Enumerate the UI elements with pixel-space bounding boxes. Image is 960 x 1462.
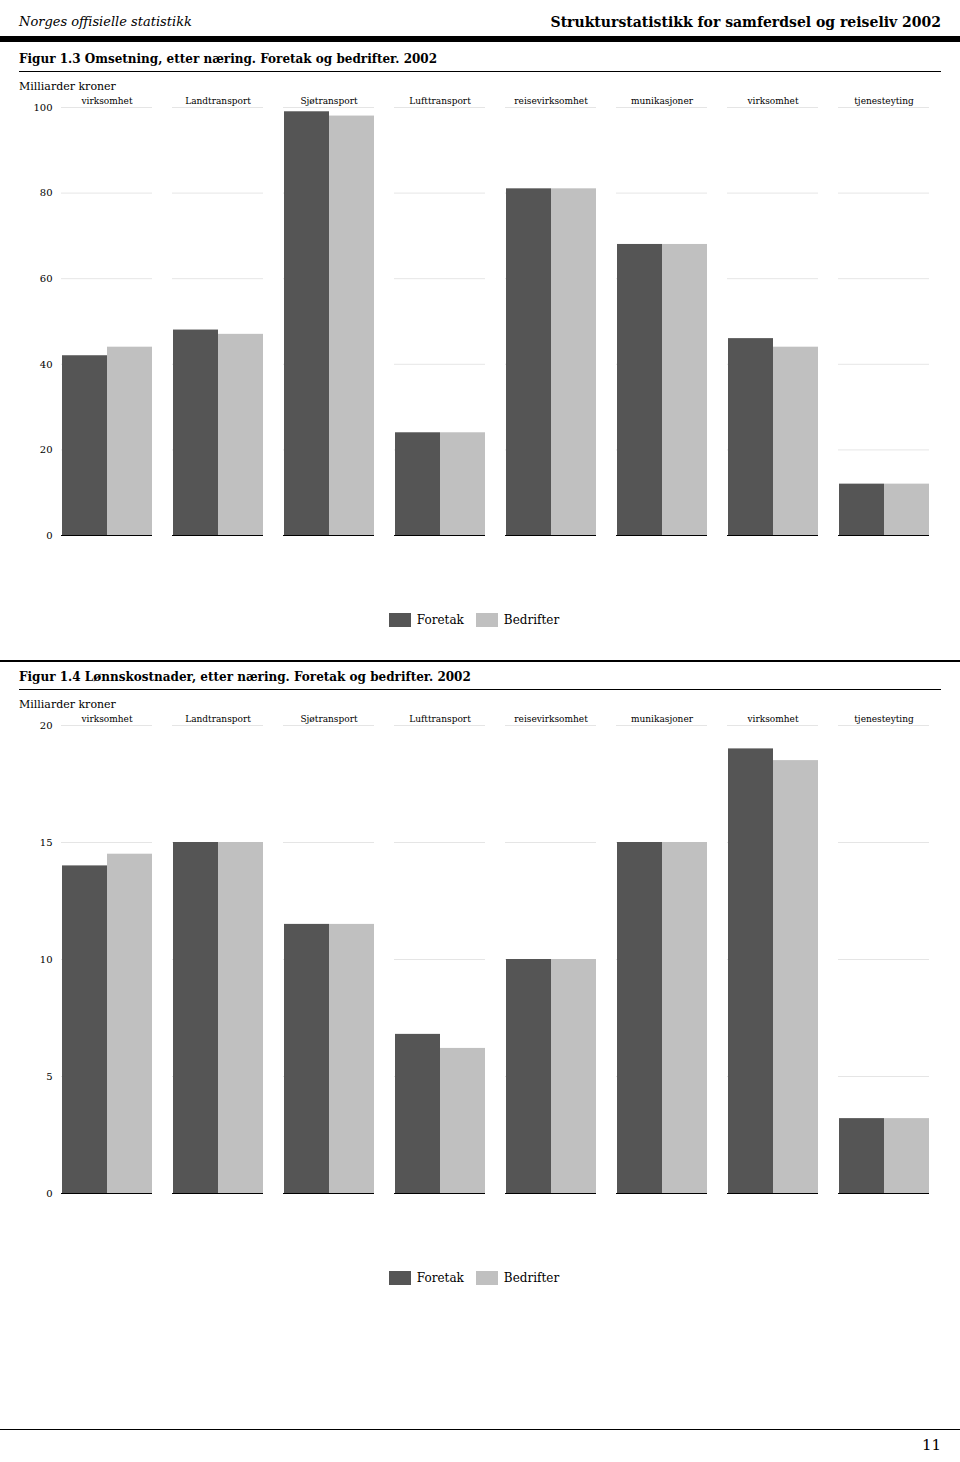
html-text:Foretak: Foretak [416, 1270, 464, 1285]
svg-text:20: 20 [40, 444, 53, 455]
svg-text:5: 5 [46, 1071, 52, 1082]
html-text:Strukturstatistikk for samferd: Strukturstatistikk for samferdsel og rei… [550, 14, 941, 30]
svg-text:Landtransport: Landtransport [185, 97, 251, 106]
html-text:11: 11 [921, 1436, 941, 1454]
html-text:Foretak: Foretak [416, 612, 464, 627]
svg-text:Databe-handlings-virksomhet: Databe-handlings-virksomhet [746, 715, 798, 724]
svg-text:0: 0 [46, 530, 52, 541]
svg-text:Lufttransport: Lufttransport [409, 97, 471, 106]
html-text:Figur 1.3 Omsetning, etter nær: Figur 1.3 Omsetning, etter næring. Foret… [19, 52, 437, 66]
svg-text:Hotell- ogrestaurant-virksomhe: Hotell- ogrestaurant-virksomhet [80, 715, 132, 724]
svg-text:Lufttransport: Lufttransport [409, 715, 471, 724]
svg-text:80: 80 [40, 187, 53, 198]
html-text:Bedrifter: Bedrifter [503, 612, 560, 627]
svg-text:100: 100 [33, 102, 52, 113]
html-text:Figur 1.4 Lønnskostnader, ette: Figur 1.4 Lønnskostnader, etter næring. … [19, 670, 471, 684]
svg-text:Tjenestertilknyttettransport o: Tjenestertilknyttettransport ogreisevirk… [514, 715, 588, 724]
svg-text:Post og telekom-munikasjoner: Post og telekom-munikasjoner [624, 715, 700, 724]
svg-text:Kulturelltjenesteyting: Kulturelltjenesteyting [854, 715, 914, 724]
svg-text:Sjøtransport: Sjøtransport [300, 715, 358, 724]
svg-text:Post ogtelekom-munikasjoner: Post ogtelekom-munikasjoner [631, 97, 694, 106]
html-text:Norges offisielle statistikk: Norges offisielle statistikk [19, 14, 192, 29]
html-text:Milliarder kroner: Milliarder kroner [19, 698, 116, 711]
svg-text:Tjenester tilknyttettransport: Tjenester tilknyttettransport ogreisevir… [507, 97, 595, 106]
html-text:Milliarder kroner: Milliarder kroner [19, 80, 116, 93]
svg-text:10: 10 [40, 954, 53, 965]
svg-text:Databe-handlings-virksomhet: Databe-handlings-virksomhet [746, 97, 798, 106]
svg-text:15: 15 [40, 837, 53, 848]
svg-text:60: 60 [40, 273, 53, 284]
svg-text:Sjøtransport: Sjøtransport [300, 97, 358, 106]
svg-text:Landtransport: Landtransport [185, 715, 251, 724]
html-text:Bedrifter: Bedrifter [503, 1270, 560, 1285]
svg-text:Kulturelltjenesteyting: Kulturelltjenesteyting [854, 97, 914, 106]
svg-text:20: 20 [40, 720, 53, 731]
svg-text:Hotell- ogrestaurant-virksomhe: Hotell- ogrestaurant-virksomhet [80, 97, 132, 106]
svg-text:0: 0 [46, 1188, 52, 1199]
svg-text:40: 40 [40, 359, 53, 370]
